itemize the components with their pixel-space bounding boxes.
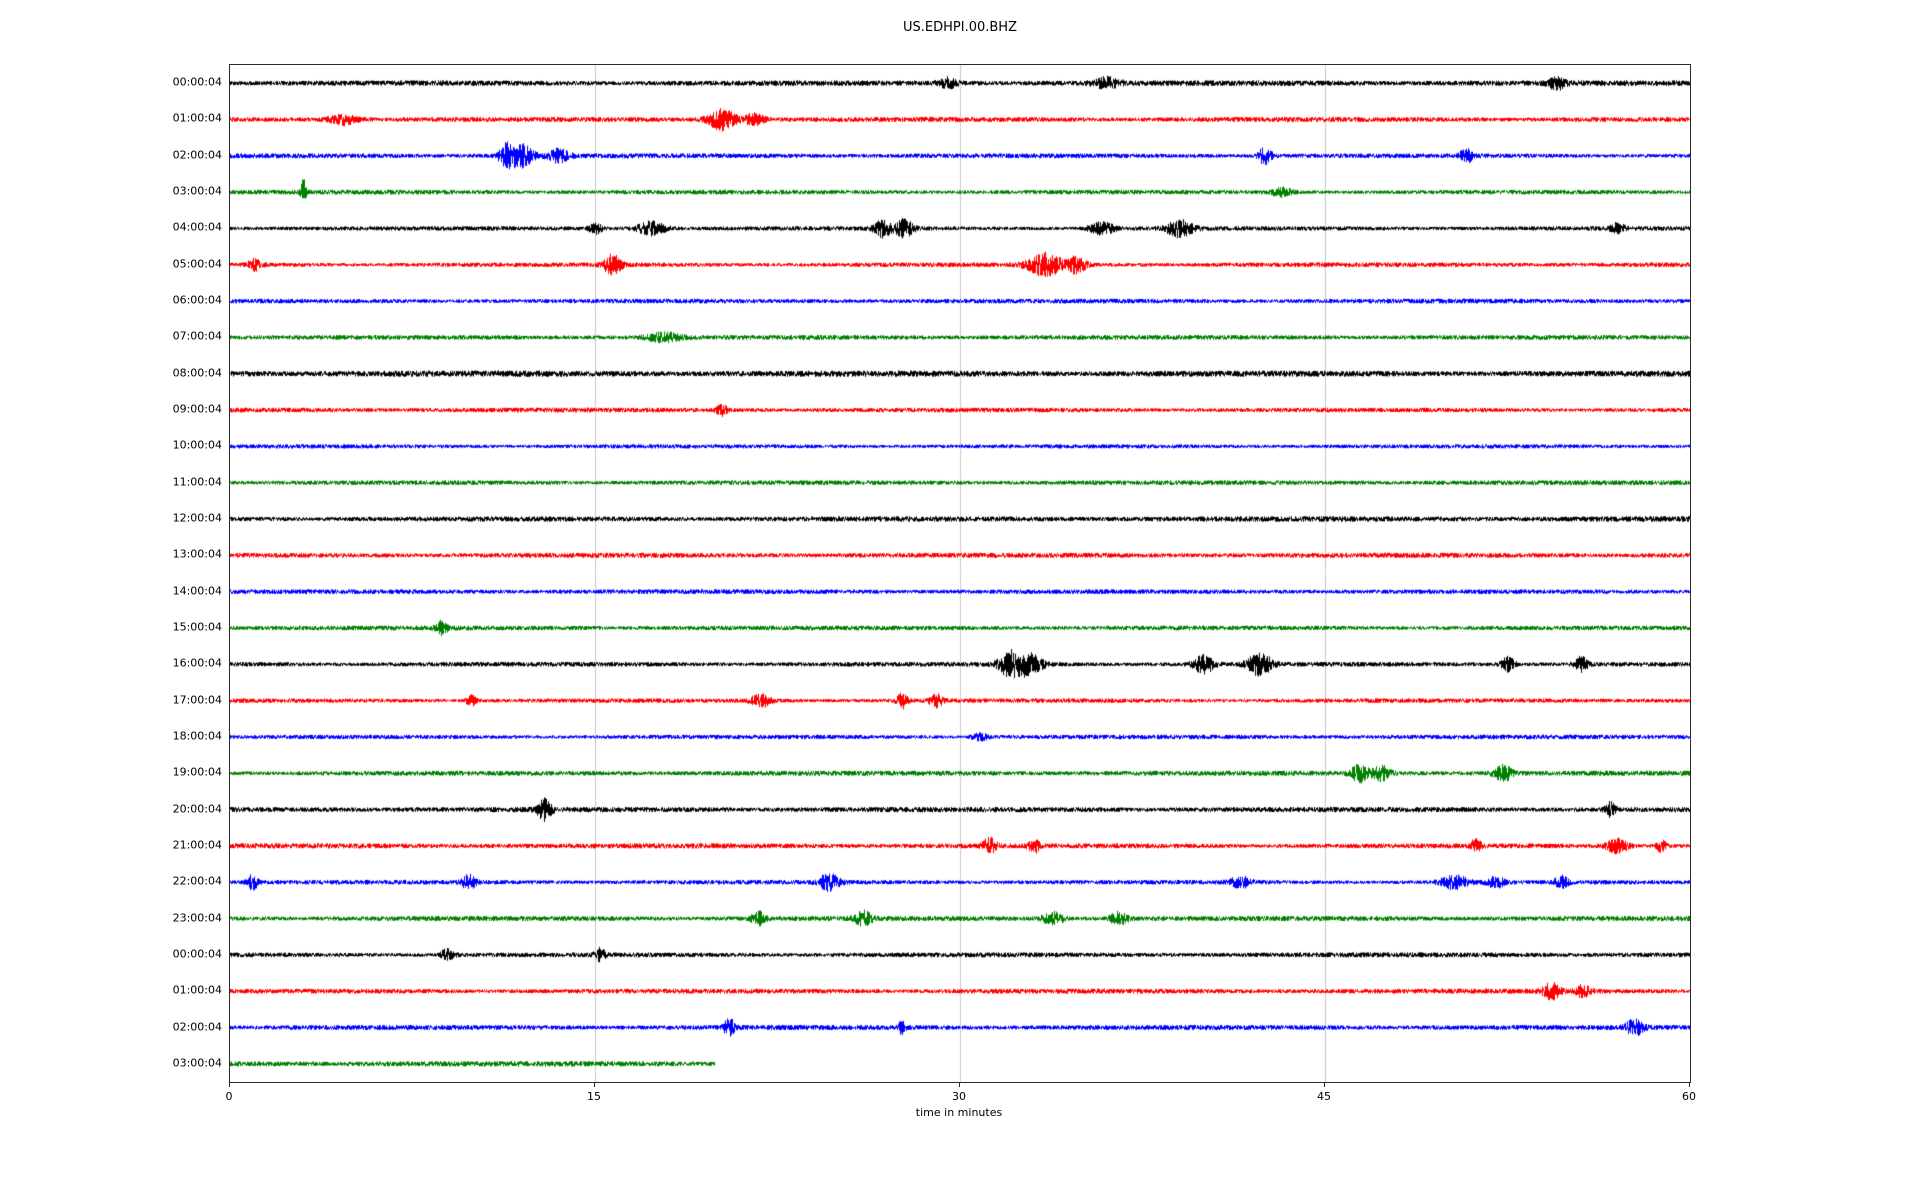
x-tick-mark	[1324, 1082, 1325, 1087]
trace-label: 23:00:04	[172, 911, 222, 925]
trace-label: 09:00:04	[172, 402, 222, 416]
trace-label: 11:00:04	[172, 475, 222, 489]
x-tick-label: 45	[1317, 1090, 1331, 1103]
trace-label: 16:00:04	[172, 656, 222, 670]
trace-label: 14:00:04	[172, 584, 222, 598]
trace-label: 03:00:04	[172, 184, 222, 198]
x-tick-label: 30	[952, 1090, 966, 1103]
trace-label: 13:00:04	[172, 547, 222, 561]
trace-label: 17:00:04	[172, 693, 222, 707]
trace-label: 00:00:04	[172, 947, 222, 961]
x-tick-label: 60	[1682, 1090, 1696, 1103]
trace-label: 07:00:04	[172, 329, 222, 343]
plot-area	[229, 64, 1691, 1083]
x-tick-label: 15	[587, 1090, 601, 1103]
x-tick-mark	[1689, 1082, 1690, 1087]
trace-label: 20:00:04	[172, 802, 222, 816]
trace-label: 10:00:04	[172, 438, 222, 452]
trace-label: 00:00:04	[172, 75, 222, 89]
trace-label: 02:00:04	[172, 148, 222, 162]
trace-label: 22:00:04	[172, 874, 222, 888]
x-tick-mark	[594, 1082, 595, 1087]
trace-label: 12:00:04	[172, 511, 222, 525]
x-tick-mark	[959, 1082, 960, 1087]
trace-label: 05:00:04	[172, 257, 222, 271]
trace-label: 04:00:04	[172, 220, 222, 234]
helicorder-canvas	[230, 65, 1690, 1082]
trace-label: 06:00:04	[172, 293, 222, 307]
trace-label: 21:00:04	[172, 838, 222, 852]
x-tick-mark	[229, 1082, 230, 1087]
x-axis-label: time in minutes	[915, 1106, 1003, 1119]
trace-label: 03:00:04	[172, 1056, 222, 1070]
trace-label: 01:00:04	[172, 983, 222, 997]
trace-label: 19:00:04	[172, 765, 222, 779]
trace-label: 15:00:04	[172, 620, 222, 634]
x-tick-label: 0	[225, 1090, 233, 1103]
trace-label: 01:00:04	[172, 111, 222, 125]
trace-label: 02:00:04	[172, 1020, 222, 1034]
trace-label: 18:00:04	[172, 729, 222, 743]
trace-label: 08:00:04	[172, 366, 222, 380]
chart-title: US.EDHPI.00.BHZ	[903, 20, 1017, 35]
